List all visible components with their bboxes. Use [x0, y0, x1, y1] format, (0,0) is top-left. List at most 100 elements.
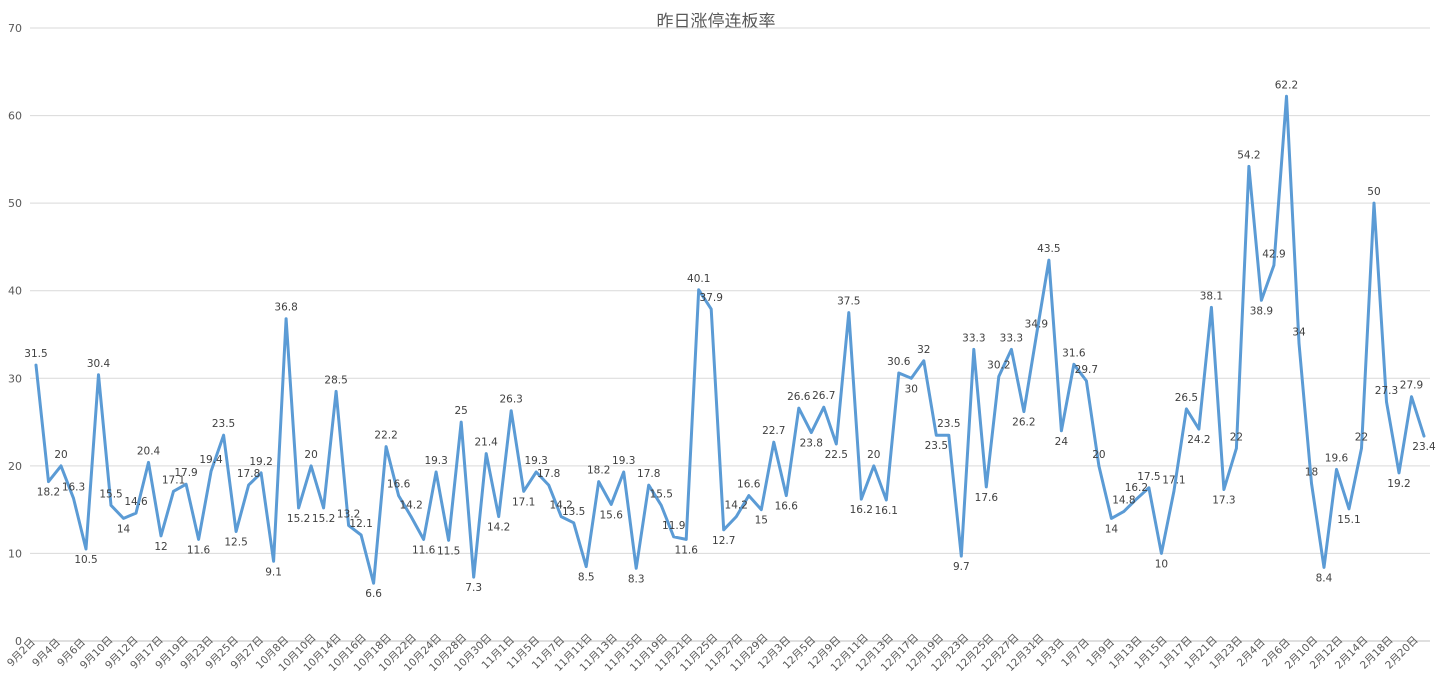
- data-point: [72, 497, 75, 500]
- data-label: 23.8: [800, 438, 823, 450]
- data-label: 26.3: [499, 394, 522, 406]
- data-label: 15.5: [99, 488, 122, 500]
- data-point: [334, 390, 338, 393]
- data-point: [1022, 410, 1026, 413]
- data-label: 16.2: [1125, 482, 1148, 494]
- data-point: [660, 504, 663, 507]
- y-tick-label: 20: [8, 460, 22, 473]
- data-point: [197, 538, 200, 541]
- data-point: [710, 307, 713, 311]
- data-point: [234, 530, 238, 533]
- gridlines: [30, 27, 1430, 642]
- y-axis: 0 10 20 30 40 50 60 70: [8, 22, 22, 648]
- data-point: [172, 490, 175, 493]
- data-point: [985, 485, 988, 489]
- data-label: 16.6: [387, 479, 411, 491]
- data-point: [259, 471, 263, 475]
- data-point: [647, 483, 650, 487]
- data-label: 22.7: [762, 425, 785, 437]
- data-label: 9.1: [265, 566, 282, 578]
- data-label: 43.5: [1037, 243, 1060, 255]
- data-label: 23.5: [925, 440, 948, 452]
- data-label: 19.2: [1387, 478, 1410, 490]
- data-point: [347, 524, 350, 527]
- data-label: 12: [154, 541, 167, 553]
- data-label: 17.1: [1162, 474, 1185, 486]
- data-label: 24: [1055, 436, 1069, 448]
- data-label: 29.7: [1075, 364, 1098, 376]
- data-label: 17.3: [1212, 495, 1235, 507]
- data-label: 21.4: [474, 437, 498, 449]
- chart-title: 昨日涨停连板率: [657, 12, 776, 32]
- data-label: 19.4: [199, 454, 223, 466]
- data-label: 14.8: [1112, 494, 1135, 506]
- data-point: [447, 539, 450, 542]
- data-label: 36.8: [274, 302, 297, 314]
- data-point: [1085, 379, 1088, 383]
- data-label: 20.4: [137, 445, 161, 457]
- data-point: [1072, 363, 1076, 366]
- data-label: 15: [755, 515, 768, 527]
- data-label: 31.5: [24, 348, 47, 360]
- data-point: [635, 567, 638, 570]
- data-label: 16.3: [62, 481, 85, 493]
- data-point: [484, 452, 488, 455]
- data-point: [972, 348, 976, 351]
- data-point: [372, 582, 375, 585]
- data-point: [322, 506, 325, 510]
- data-point: [947, 434, 951, 437]
- data-point: [885, 498, 888, 502]
- data-label: 14.2: [549, 500, 572, 512]
- data-point: [59, 464, 63, 468]
- data-label: 14.6: [124, 496, 148, 508]
- data-label: 20: [1092, 449, 1105, 461]
- data-label: 10.5: [74, 554, 97, 566]
- data-point: [772, 441, 775, 444]
- data-point: [810, 431, 813, 434]
- data-label: 26.7: [812, 390, 835, 402]
- data-point: [97, 373, 100, 376]
- data-label: 40.1: [687, 273, 710, 285]
- data-point: [847, 311, 850, 314]
- data-point: [272, 560, 275, 563]
- data-label: 34: [1292, 326, 1306, 338]
- data-label: 34.9: [1025, 318, 1048, 330]
- plot-area: [34, 94, 1426, 585]
- data-point: [147, 461, 150, 464]
- data-label: 26.6: [787, 391, 811, 403]
- data-point: [1222, 488, 1226, 491]
- data-point: [559, 515, 563, 518]
- data-label: 15.6: [600, 509, 624, 521]
- data-label: 10: [1155, 558, 1168, 570]
- data-label: 15.2: [287, 513, 310, 525]
- data-label: 14.2: [399, 500, 422, 512]
- data-label: 19.3: [424, 455, 447, 467]
- y-tick-label: 40: [8, 285, 22, 298]
- data-label: 38.1: [1200, 290, 1223, 302]
- data-label: 15.1: [1337, 514, 1360, 526]
- data-point: [1335, 468, 1338, 471]
- data-point: [1147, 486, 1151, 489]
- data-label: 23.4: [1412, 441, 1436, 453]
- data-point: [1122, 510, 1126, 513]
- data-point: [760, 508, 763, 511]
- data-label: 17.6: [975, 492, 999, 504]
- data-point: [1410, 395, 1413, 398]
- data-label: 42.9: [1262, 248, 1285, 260]
- data-point: [359, 533, 363, 537]
- data-label: 27.9: [1400, 380, 1423, 392]
- data-label: 50: [1367, 186, 1380, 198]
- data-point: [835, 442, 838, 446]
- data-label: 14.2: [725, 500, 748, 512]
- data-point: [422, 538, 425, 541]
- data-point: [384, 445, 388, 448]
- data-point: [1285, 95, 1288, 98]
- data-label: 13.2: [337, 508, 360, 520]
- data-label: 19.6: [1325, 452, 1349, 464]
- data-point: [822, 405, 825, 409]
- data-point: [735, 515, 738, 518]
- y-tick-label: 10: [8, 547, 22, 560]
- data-labels: 31.5 18.2 20 16.3 10.5 30.4 15.5 14 14.6 20.4 12 17…: [24, 79, 1436, 600]
- data-label: 37.9: [700, 292, 723, 304]
- data-label: 23.5: [212, 418, 235, 430]
